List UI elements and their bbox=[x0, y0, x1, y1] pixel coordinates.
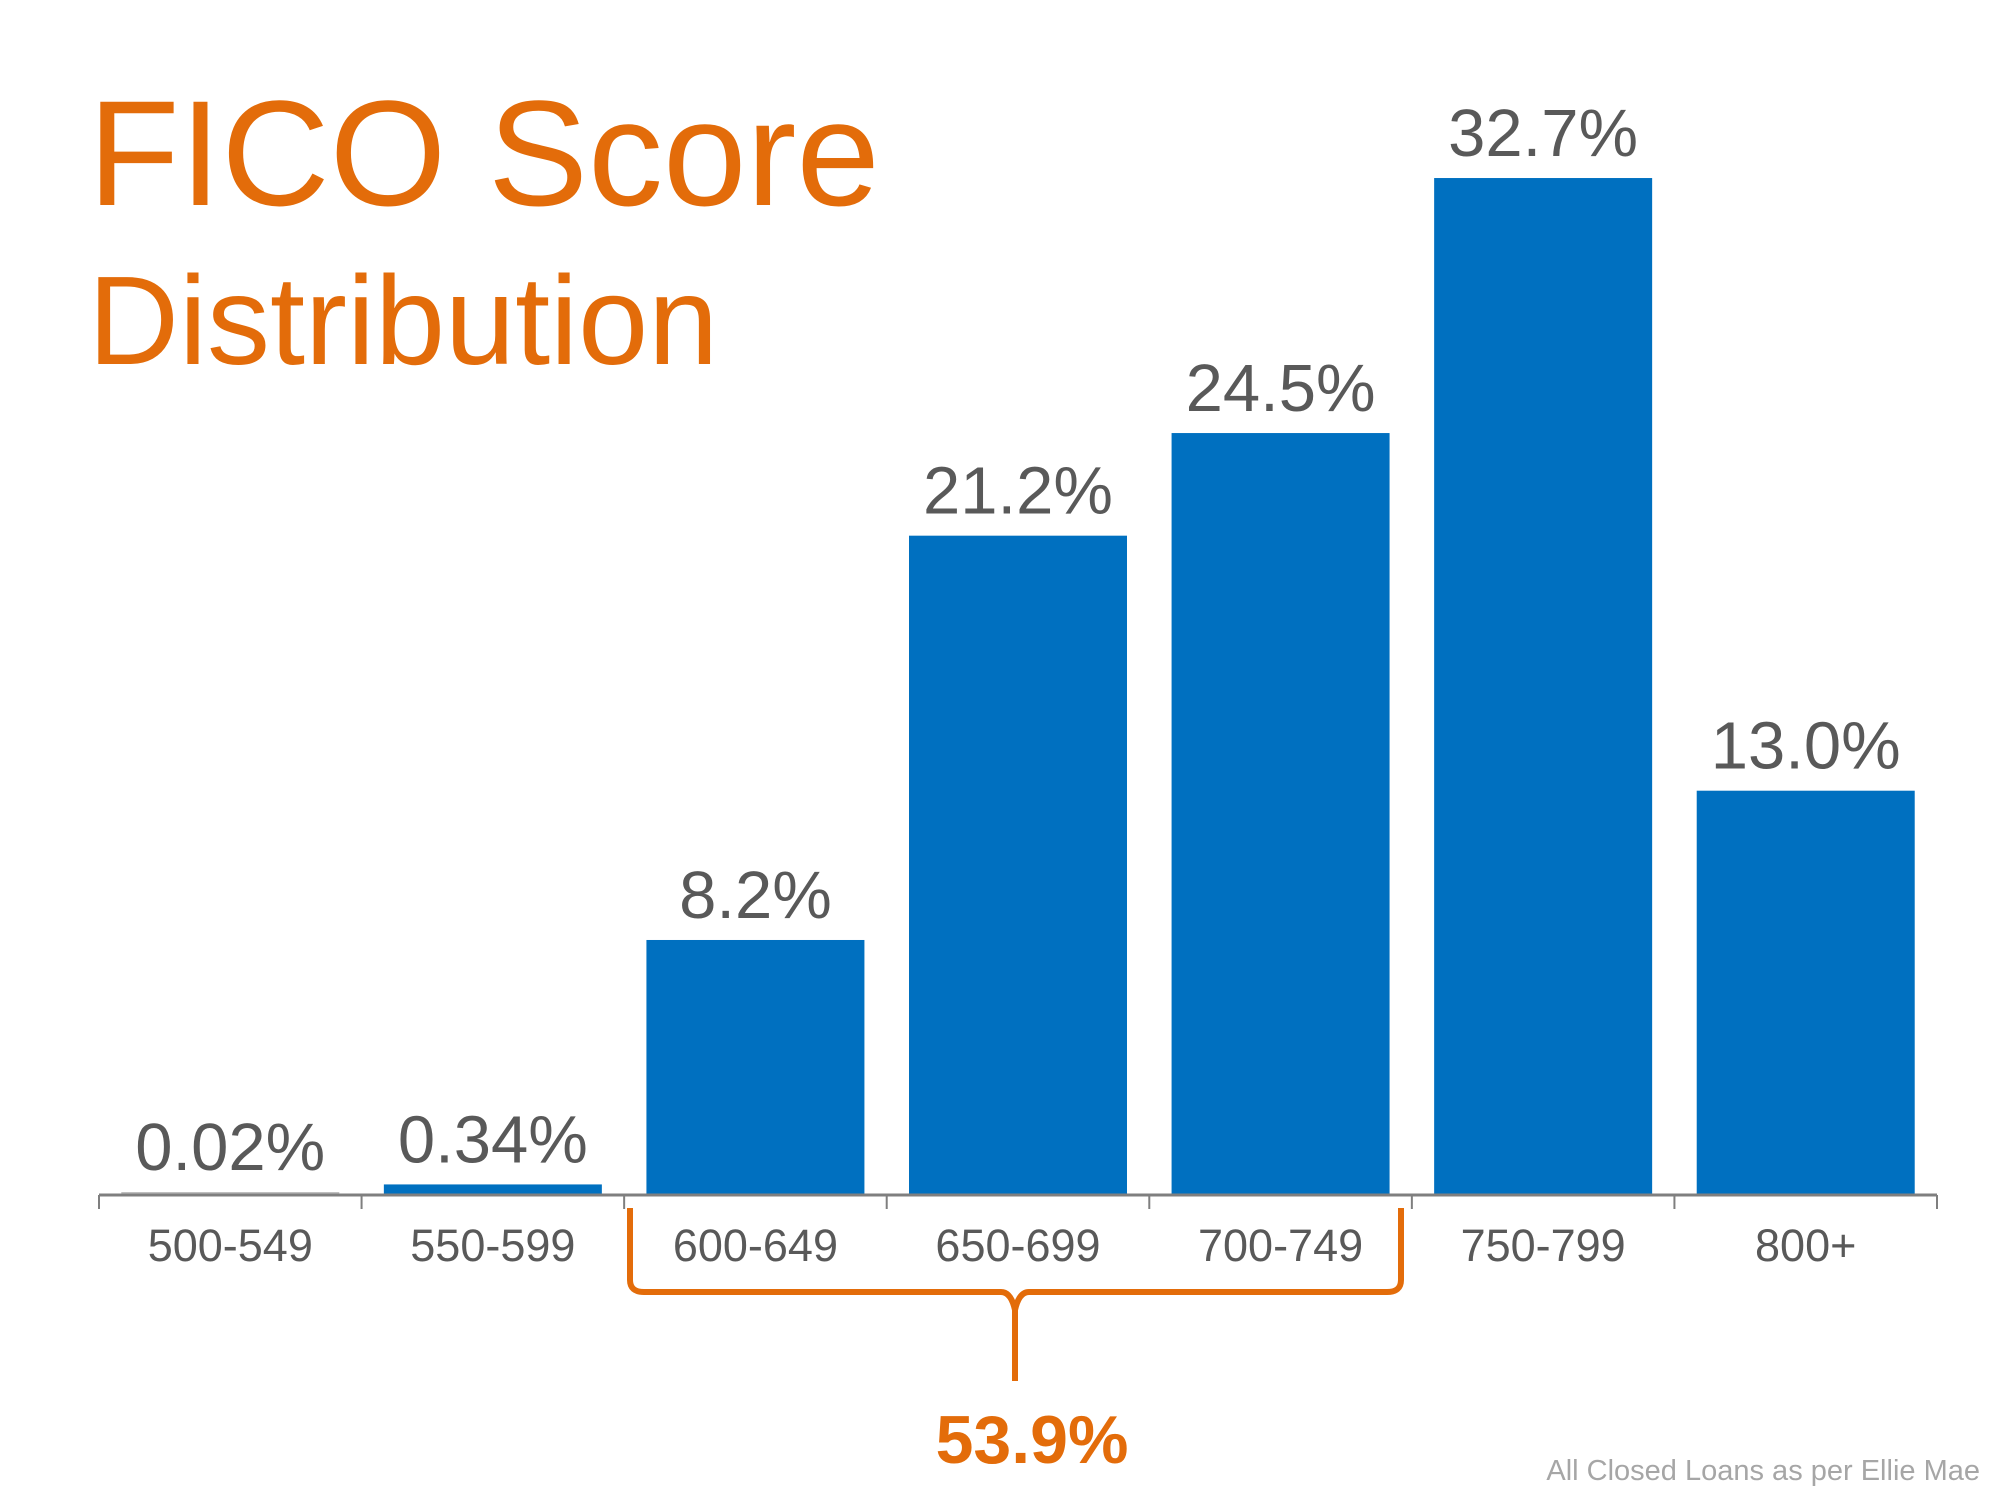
footnote: All Closed Loans as per Ellie Mae bbox=[1546, 1455, 1980, 1487]
data-label: 32.7% bbox=[1448, 96, 1638, 171]
bar-700-749 bbox=[1171, 433, 1390, 1195]
tick-label: 600-649 bbox=[673, 1220, 838, 1271]
tick-label: 800+ bbox=[1755, 1220, 1856, 1271]
bar-600-649 bbox=[646, 939, 865, 1195]
tick-label: 650-699 bbox=[935, 1220, 1100, 1271]
data-label: 8.2% bbox=[679, 858, 832, 933]
data-label: 13.0% bbox=[1711, 709, 1901, 784]
bracket-total-label: 53.9% bbox=[936, 1402, 1129, 1478]
bar-750-799 bbox=[1434, 178, 1653, 1195]
data-label: 0.34% bbox=[398, 1102, 588, 1177]
bracket-annotation bbox=[627, 1208, 1404, 1381]
tick-label: 700-749 bbox=[1198, 1220, 1363, 1271]
data-label: 21.2% bbox=[923, 454, 1113, 529]
bar-550-599 bbox=[383, 1184, 602, 1195]
data-label: 24.5% bbox=[1186, 351, 1376, 426]
chart-title: FICO Score bbox=[88, 69, 880, 237]
bar-800+ bbox=[1696, 790, 1915, 1195]
tick-label: 750-799 bbox=[1461, 1220, 1626, 1271]
tick-label: 500-549 bbox=[148, 1220, 313, 1271]
chart-subtitle: Distribution bbox=[88, 250, 719, 391]
bar-650-699 bbox=[909, 535, 1127, 1195]
tick-label: 550-599 bbox=[410, 1220, 575, 1271]
data-label: 0.02% bbox=[135, 1110, 325, 1185]
